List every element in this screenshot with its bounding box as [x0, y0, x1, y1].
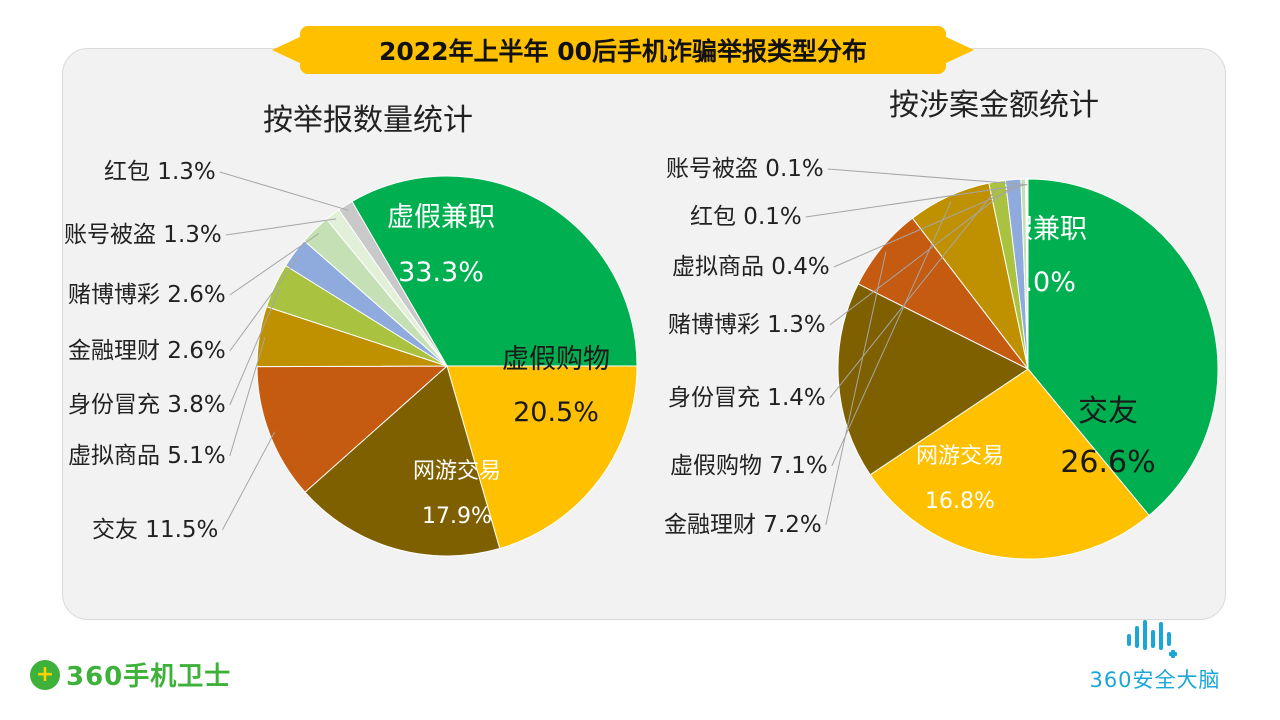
leader-line [229, 233, 320, 296]
slice-data-label: 金融理财 2.6% [68, 338, 226, 364]
leader-line [827, 168, 1028, 186]
slice-data-label: 账号被盗 0.1% [666, 156, 824, 182]
brand-right-text: 360安全大脑 [1089, 668, 1221, 692]
leader-line [805, 184, 1027, 218]
slice-category-label: 虚假兼职 [387, 202, 495, 233]
slice-data-label: 虚拟商品 5.1% [68, 443, 226, 469]
leader-line [831, 201, 952, 467]
page-title: 2022年上半年 00后手机诈骗举报类型分布 [300, 26, 946, 74]
pie-slice [837, 283, 1029, 476]
slice-category-label: 网游交易 [413, 459, 501, 484]
slice-value-label: 16.8% [925, 489, 995, 514]
pie-slice [1026, 178, 1029, 370]
pie-slice [304, 365, 501, 557]
pie-slice [256, 365, 449, 493]
slice-value-label: 33.3% [398, 257, 484, 288]
title-arrow-left [272, 36, 302, 64]
leader-line [833, 184, 1024, 268]
leader-line [829, 186, 999, 399]
slice-data-label: 红包 0.1% [690, 204, 802, 230]
slice-category-label: 交友 [1078, 394, 1138, 429]
slice-value-label: 17.9% [422, 504, 492, 529]
slice-value-label: 26.6% [1060, 445, 1155, 480]
pie-slice [1027, 178, 1219, 517]
pie-slice [351, 175, 638, 367]
pie-slice [446, 365, 638, 550]
slice-data-label: 虚拟商品 0.4% [672, 254, 830, 280]
slice-value-label: 20.5% [513, 397, 599, 428]
leader-line [229, 336, 266, 457]
slice-category-label: 网游交易 [916, 444, 1004, 469]
pie-slice [338, 200, 448, 367]
slice-data-label: 红包 1.3% [104, 159, 216, 185]
leader-line [829, 184, 1014, 326]
leader-line [219, 171, 349, 211]
brand-left-text: 360手机卫士 [66, 662, 232, 692]
slice-data-label: 赌博博彩 1.3% [668, 312, 826, 338]
leader-line [229, 287, 281, 406]
slice-data-label: 身份冒充 3.8% [68, 392, 226, 418]
slice-data-label: 虚假购物 7.1% [670, 453, 828, 479]
slice-data-label: 身份冒充 1.4% [668, 385, 826, 411]
slice-data-label: 账号被盗 1.3% [64, 222, 222, 248]
leader-line [221, 431, 276, 531]
brand-logo-360-security-brain: 360安全大脑 [1070, 616, 1240, 694]
leader-line [229, 255, 300, 352]
slice-data-label: 交友 11.5% [92, 517, 218, 543]
leader-line [825, 251, 887, 526]
pie-slice [869, 368, 1150, 560]
slice-data-label: 金融理财 7.2% [664, 512, 822, 538]
pie-chart-title: 按涉案金额统计 [889, 88, 1099, 123]
plus-circle-icon: + [30, 659, 60, 690]
title-arrow-right [944, 36, 974, 64]
brand-logo-360-mobile-guard: + 360手机卫士 [30, 656, 231, 693]
leader-line [225, 218, 337, 236]
slice-category-label: 虚假购物 [502, 344, 610, 375]
slice-data-label: 赌博博彩 2.6% [68, 282, 226, 308]
brain-wave-icon [1127, 620, 1177, 658]
pie-chart-title: 按举报数量统计 [263, 103, 473, 138]
